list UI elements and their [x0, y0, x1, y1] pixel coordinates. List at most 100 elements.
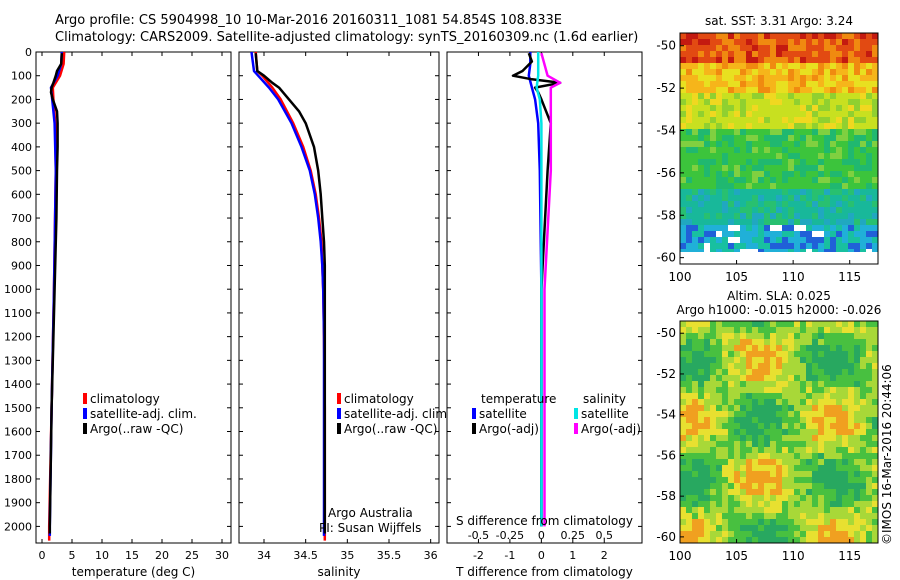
sla_map-heatmap-cell: [782, 459, 788, 465]
sla_map-heatmap-cell: [860, 411, 866, 417]
sst_map-heatmap-cell: [680, 153, 686, 159]
sst_map-heatmap-cell: [746, 57, 752, 63]
sla_map-heatmap-cell: [866, 483, 872, 489]
sla_map-heatmap-cell: [716, 357, 722, 363]
sla_map-heatmap-cell: [728, 483, 734, 489]
sla_map-heatmap-cell: [680, 465, 686, 471]
sst_map-heatmap-cell: [800, 225, 806, 231]
sst_map-heatmap-cell: [698, 87, 704, 93]
sla_map-heatmap-cell: [806, 459, 812, 465]
sla_map-heatmap-cell: [710, 447, 716, 453]
sla_map-heatmap-cell: [830, 405, 836, 411]
sla_map-heatmap-cell: [854, 531, 860, 537]
sla_map-heatmap-cell: [800, 429, 806, 435]
sla_map-heatmap-cell: [764, 333, 770, 339]
sst_map-heatmap-cell: [860, 111, 866, 117]
sla_map-heatmap-cell: [770, 417, 776, 423]
temperature-series-line: [48, 53, 64, 534]
sla_map-heatmap-cell: [716, 531, 722, 537]
sst_map-heatmap-cell: [722, 129, 728, 135]
sst_map-heatmap-cell: [752, 117, 758, 123]
sla_map-heatmap-cell: [758, 363, 764, 369]
sst_map-heatmap-cell: [758, 87, 764, 93]
sst_map-heatmap-cell: [692, 51, 698, 57]
sst_map-heatmap-cell: [818, 57, 824, 63]
sla_map-heatmap-cell: [758, 441, 764, 447]
sst_map-heatmap-cell: [692, 141, 698, 147]
sla_map-heatmap-cell: [752, 423, 758, 429]
sla_map-heatmap-cell: [806, 489, 812, 495]
sst_map-heatmap-cell: [692, 177, 698, 183]
sst_map-heatmap-cell: [860, 219, 866, 225]
sla_map-heatmap-cell: [752, 537, 758, 543]
sla_map-heatmap-cell: [764, 489, 770, 495]
sla_map-heatmap-cell: [692, 489, 698, 495]
sst_map-heatmap-cell: [776, 213, 782, 219]
sla_map-heatmap-cell: [788, 351, 794, 357]
sla_map-heatmap-cell: [818, 519, 824, 525]
sst_map-heatmap-cell: [752, 87, 758, 93]
sst_map-heatmap-cell: [776, 75, 782, 81]
sst_map-heatmap-cell: [728, 201, 734, 207]
sla_map-heatmap-cell: [680, 321, 686, 327]
sla_map-heatmap-cell: [710, 489, 716, 495]
sla_map-heatmap-cell: [776, 531, 782, 537]
sla_map-heatmap-cell: [794, 387, 800, 393]
sla_map-heatmap-cell: [698, 507, 704, 513]
sla_map-heatmap-cell: [770, 399, 776, 405]
sst_map-heatmap-cell: [842, 81, 848, 87]
sst_map-heatmap-cell: [854, 231, 860, 237]
sst_map-heatmap-cell: [830, 111, 836, 117]
sst_map-heatmap-cell: [824, 177, 830, 183]
sst_map-heatmap-cell: [872, 165, 878, 171]
sla_map-heatmap-cell: [806, 387, 812, 393]
difference-legend-label: satellite: [479, 407, 527, 421]
sst_map-heatmap-cell: [818, 117, 824, 123]
sla_map-heatmap-cell: [740, 489, 746, 495]
sla_map-heatmap-cell: [818, 327, 824, 333]
temperature-legend-swatch: [83, 393, 87, 404]
sst_map-heatmap-cell: [854, 117, 860, 123]
sla_map-heatmap-cell: [794, 453, 800, 459]
sla_map-heatmap-cell: [788, 489, 794, 495]
sla_map-heatmap-cell: [746, 369, 752, 375]
sst_map-heatmap-cell: [752, 237, 758, 243]
sla_map-heatmap-cell: [806, 495, 812, 501]
sst_map-heatmap-cell: [728, 105, 734, 111]
sst_map-heatmap-cell: [806, 159, 812, 165]
sst_map-heatmap-cell: [794, 201, 800, 207]
temperature-axes-box: [35, 51, 232, 544]
sst_map-heatmap-cell: [812, 63, 818, 69]
sst_map-heatmap-cell: [830, 207, 836, 213]
sla_map-heatmap-cell: [866, 453, 872, 459]
sst_map-heatmap-cell: [758, 213, 764, 219]
sst_map-heatmap-cell: [830, 135, 836, 141]
sla_map-heatmap-cell: [710, 321, 716, 327]
sla_map-heatmap-cell: [704, 345, 710, 351]
sst_map-heatmap-cell: [728, 33, 734, 39]
sla_map-heatmap-cell: [842, 429, 848, 435]
sst_map-heatmap-cell: [824, 135, 830, 141]
sst_map-heatmap-cell: [764, 159, 770, 165]
sst_map-heatmap-cell: [740, 153, 746, 159]
sst_map-heatmap-cell: [776, 69, 782, 75]
sla_map-heatmap-cell: [680, 453, 686, 459]
sst_map-heatmap-cell: [746, 81, 752, 87]
sla_map-heatmap-cell: [830, 453, 836, 459]
sst_map-heatmap-cell: [782, 57, 788, 63]
sla_map-heatmap-cell: [782, 321, 788, 327]
sla_map-heatmap-cell: [794, 363, 800, 369]
sla_map-heatmap-cell: [680, 513, 686, 519]
sst_map-heatmap-cell: [800, 45, 806, 51]
sst_map-heatmap-cell: [728, 81, 734, 87]
sst_map-heatmap-cell: [824, 153, 830, 159]
sst_map-heatmap-cell: [818, 123, 824, 129]
sst_map-heatmap-cell: [770, 159, 776, 165]
sla_map-heatmap-cell: [740, 435, 746, 441]
sst_map-heatmap-cell: [818, 75, 824, 81]
sla_map-heatmap-cell: [830, 321, 836, 327]
sst_map-heatmap-cell: [734, 219, 740, 225]
sst_map-heatmap-cell: [872, 117, 878, 123]
sst_map-heatmap-cell: [806, 231, 812, 237]
sst_map-heatmap-cell: [854, 33, 860, 39]
